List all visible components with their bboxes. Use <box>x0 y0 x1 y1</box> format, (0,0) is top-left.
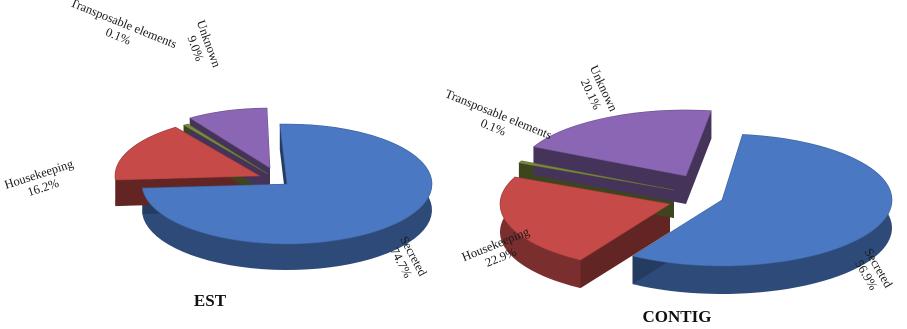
slice-label-unknown: Unknown9.0% <box>181 18 224 75</box>
pie-chart-est: Secreted74.7%Housekeeping16.2%Transposab… <box>3 0 433 310</box>
chart-title-contig: CONTIG <box>643 307 712 326</box>
slice-side-housekeeping <box>500 176 581 289</box>
slice-transposable-elements <box>182 123 269 175</box>
slice-transposable-elements <box>518 160 675 191</box>
slice-label-transposable-elements: Transposable elements0.1% <box>63 0 179 64</box>
slice-housekeeping <box>499 176 671 261</box>
slice-unknown <box>532 109 712 177</box>
chart-title-est: EST <box>194 291 227 310</box>
slice-wall-unknown-0 <box>533 146 686 204</box>
slice-secreted <box>631 134 893 267</box>
slice-unknown <box>189 107 271 169</box>
slice-secreted <box>141 123 433 245</box>
slice-housekeeping <box>114 126 262 181</box>
slice-wall-unknown-1 <box>686 110 712 204</box>
slice-label-unknown: Unknown20.1% <box>574 63 621 120</box>
pie-chart-contig: Secreted56.9%Housekeeping22.9%Transposab… <box>443 63 896 326</box>
slice-label-housekeeping: Housekeeping16.2% <box>3 156 80 205</box>
